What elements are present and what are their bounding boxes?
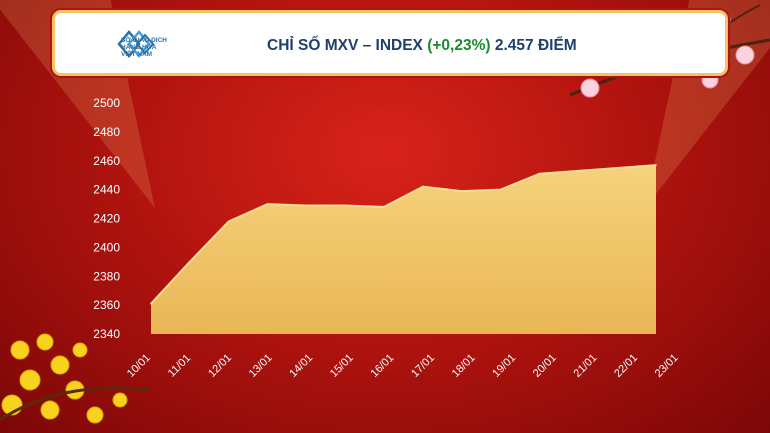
- title-change: (+0,23%): [427, 37, 491, 54]
- x-tick-label: 12/01: [206, 352, 234, 380]
- data-point: [422, 185, 424, 188]
- y-tick-label: 2360: [93, 298, 120, 312]
- y-tick-label: 2440: [93, 183, 120, 197]
- title-banner: SỞ GIAO DỊCH HÀNG HÓA VIỆT NAM CHỈ SỐ MX…: [55, 13, 725, 73]
- data-point: [189, 261, 191, 263]
- data-point: [266, 203, 269, 205]
- mxv-logo-icon: [117, 30, 155, 58]
- data-point: [538, 172, 541, 175]
- series-line: [150, 164, 657, 305]
- y-tick-label: 2500: [93, 96, 120, 110]
- data-point: [616, 167, 618, 169]
- data-point: [499, 188, 502, 191]
- data-point: [383, 206, 385, 208]
- x-tick-label: 20/01: [531, 352, 559, 380]
- y-tick-label: 2340: [93, 327, 120, 341]
- logo-line: SỞ GIAO DỊCH: [121, 37, 167, 44]
- x-tick-label: 14/01: [287, 352, 315, 380]
- data-point: [461, 190, 463, 192]
- x-tick-label: 18/01: [450, 352, 478, 380]
- y-tick-label: 2420: [93, 212, 120, 226]
- data-point: [150, 302, 152, 305]
- y-tick-label: 2480: [93, 125, 120, 139]
- area-series: [151, 165, 656, 334]
- y-tick-label: 2400: [93, 240, 120, 254]
- data-point: [305, 204, 308, 207]
- x-tick-label: 22/01: [612, 352, 640, 380]
- x-tick-label: 16/01: [369, 352, 397, 380]
- x-tick-label: 11/01: [166, 352, 193, 379]
- title-main: CHỈ SỐ MXV – INDEX: [267, 37, 423, 54]
- logo-text: SỞ GIAO DỊCH HÀNG HÓA VIỆT NAM: [121, 37, 191, 58]
- logo-line: VIỆT NAM: [121, 51, 153, 58]
- y-tick-label: 2380: [93, 269, 120, 283]
- data-point: [655, 164, 657, 166]
- title-value: 2.457 ĐIỂM: [494, 37, 577, 54]
- x-tick-label: 13/01: [247, 352, 275, 380]
- y-tick-label: 2460: [93, 154, 120, 168]
- data-point: [227, 220, 230, 223]
- logo-line: HÀNG HÓA: [121, 44, 157, 51]
- chart-title: CHỈ SỐ MXV – INDEX (+0,23%) 2.457 ĐIỂM: [267, 37, 577, 55]
- data-point: [577, 170, 580, 172]
- data-point: [344, 204, 347, 207]
- x-tick-label: 19/01: [490, 352, 518, 380]
- apricot-blossom-icon: [0, 333, 151, 424]
- x-tick-label: 23/01: [653, 352, 681, 380]
- x-tick-label: 15/01: [328, 352, 356, 380]
- x-tick-label: 10/01: [125, 352, 153, 380]
- x-tick-label: 21/01: [572, 352, 600, 380]
- x-tick-label: 17/01: [409, 352, 437, 380]
